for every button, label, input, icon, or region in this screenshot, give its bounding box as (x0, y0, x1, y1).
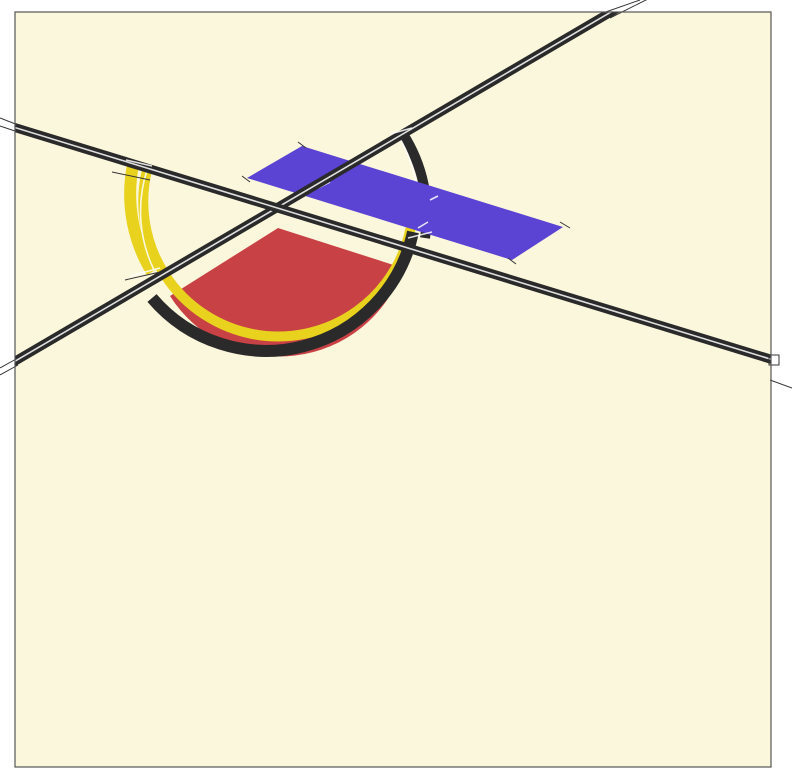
canvas-frame (14, 11, 772, 768)
diagonal-line-falling (15, 122, 771, 364)
canvas-background (15, 12, 771, 767)
ring-yellow-left-arc (124, 163, 158, 276)
intersection-accents (111, 127, 433, 281)
diagonal-line-rising (15, 12, 620, 367)
ring-black-band (147, 230, 419, 357)
